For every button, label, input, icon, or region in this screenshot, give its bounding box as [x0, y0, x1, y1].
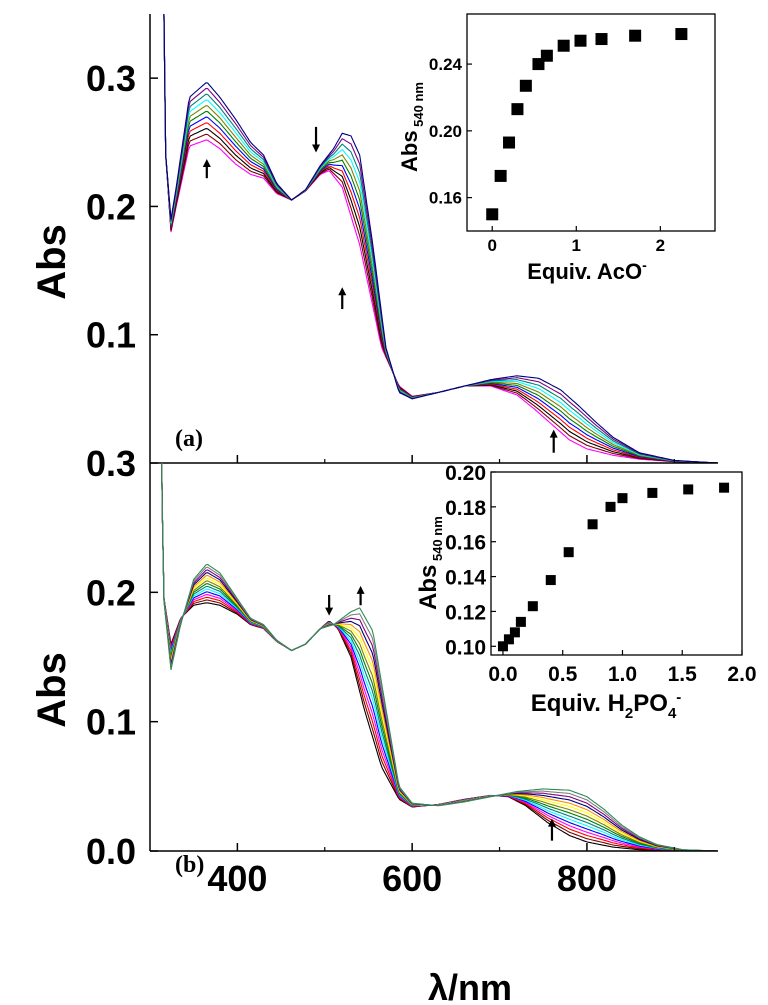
- inset-point: [511, 103, 524, 116]
- inset-b: 0.10 0.12 0.14 0.16 0.18 0.20 0.0 0.5 1.0 1.5 2.0 E…: [415, 462, 757, 722]
- y-tick-label: 0.1: [86, 702, 136, 743]
- inset-point: [683, 484, 694, 495]
- panel-b: 0.0 0.1 0.2 0.3 400 600 800: [86, 443, 718, 899]
- arrow-down: [325, 594, 334, 616]
- inset-point: [595, 33, 608, 46]
- x-tick-label: 600: [382, 858, 442, 899]
- inset-xlabel: Equiv. AcO-: [527, 257, 647, 284]
- arrow-down: [312, 126, 321, 153]
- inset-ylabel-sub: 540 nm: [430, 516, 445, 564]
- inset-point: [587, 519, 598, 530]
- inset-x-tick-label: 2.0: [727, 663, 756, 686]
- inset-point: [719, 482, 730, 493]
- inset-point: [494, 169, 507, 182]
- inset-y-tick-label: 0.12: [445, 601, 486, 624]
- inset-point: [509, 627, 520, 638]
- inset-xlabel-sup: -: [676, 689, 681, 706]
- inset-point: [540, 49, 553, 62]
- inset-point: [486, 208, 499, 221]
- inset-y-tick-label: 0.18: [445, 497, 486, 520]
- inset-point: [519, 79, 532, 92]
- inset-x-tick-label: 2: [656, 236, 665, 255]
- inset-frame: [490, 471, 743, 656]
- arrow-up: [338, 287, 347, 310]
- inset-x-tick-label: 0: [487, 236, 496, 255]
- inset-xlabel-sup: -: [642, 257, 647, 273]
- spectra-group: [163, 14, 718, 463]
- inset-point: [629, 29, 642, 42]
- inset-point: [605, 501, 616, 512]
- panel-a-ylabel: Abs: [30, 224, 74, 300]
- inset-point: [515, 616, 526, 627]
- inset-y-tick-label: 0.16: [429, 189, 462, 208]
- inset-ylabel-sub: 540 nm: [411, 82, 426, 130]
- inset-y-tick-label: 0.24: [429, 55, 463, 74]
- inset-point: [563, 547, 574, 558]
- y-tick-label: 0.0: [86, 831, 136, 872]
- panel-b-ylabel: Abs: [30, 652, 74, 728]
- y-tick-label: 0.3: [86, 58, 136, 99]
- inset-point: [557, 39, 570, 52]
- inset-x-tick-label: 0.5: [548, 663, 578, 686]
- inset-point: [647, 487, 658, 498]
- inset-point: [497, 641, 508, 652]
- arrow-up: [202, 158, 211, 179]
- spectra-group: [161, 463, 718, 851]
- inset-x-tick-label: 1.0: [608, 663, 637, 686]
- inset-point: [675, 28, 688, 41]
- y-tick-label: 0.2: [86, 186, 136, 227]
- inset-a: 0.16 0.20 0.24 0 1 2 Equiv. AcO- Abs 540 nm: [397, 13, 716, 284]
- y-tick-label: 0.3: [86, 443, 136, 484]
- y-tick-label: 0.2: [86, 572, 136, 613]
- inset-xlabel: Equiv. H2PO4-: [531, 689, 682, 722]
- inset-xlabel-sub: 2: [625, 705, 633, 722]
- inset-xlabel-mid: PO: [633, 690, 668, 717]
- inset-point: [503, 136, 516, 149]
- panel-a: 0.1 0.2 0.3: [86, 14, 718, 464]
- spectrum-line: [161, 463, 718, 851]
- panel-a-label: (a): [175, 426, 203, 452]
- y-tick-label: 0.1: [86, 315, 136, 356]
- inset-y-tick-label: 0.16: [445, 532, 486, 555]
- inset-point: [617, 493, 628, 504]
- inset-point: [545, 575, 556, 586]
- inset-x-tick-label: 1.5: [668, 663, 698, 686]
- inset-y-tick-label: 0.20: [429, 122, 462, 141]
- inset-x-tick-label: 1: [572, 236, 581, 255]
- x-tick-label: 800: [557, 858, 617, 899]
- inset-y-tick-label: 0.14: [445, 567, 486, 590]
- inset-ylabel: Abs 540 nm: [397, 82, 426, 172]
- inset-point: [503, 634, 514, 645]
- arrow-up: [549, 429, 558, 453]
- x-axis-label: λ/nm: [428, 967, 512, 1005]
- spectrum-line: [163, 14, 718, 463]
- inset-frame: [466, 13, 716, 232]
- arrow-up: [547, 818, 556, 841]
- inset-x-tick-label: 0.0: [488, 663, 517, 686]
- panel-b-label: (b): [175, 852, 204, 878]
- inset-xlabel-sub: 4: [668, 705, 677, 722]
- arrow-up: [356, 585, 365, 606]
- inset-point: [532, 58, 545, 71]
- inset-point: [574, 34, 587, 47]
- inset-ylabel: Abs 540 nm: [415, 516, 445, 610]
- inset-y-tick-label: 0.20: [445, 462, 486, 485]
- x-tick-label: 400: [207, 858, 267, 899]
- inset-point: [527, 601, 538, 612]
- inset-y-tick-label: 0.10: [445, 636, 486, 659]
